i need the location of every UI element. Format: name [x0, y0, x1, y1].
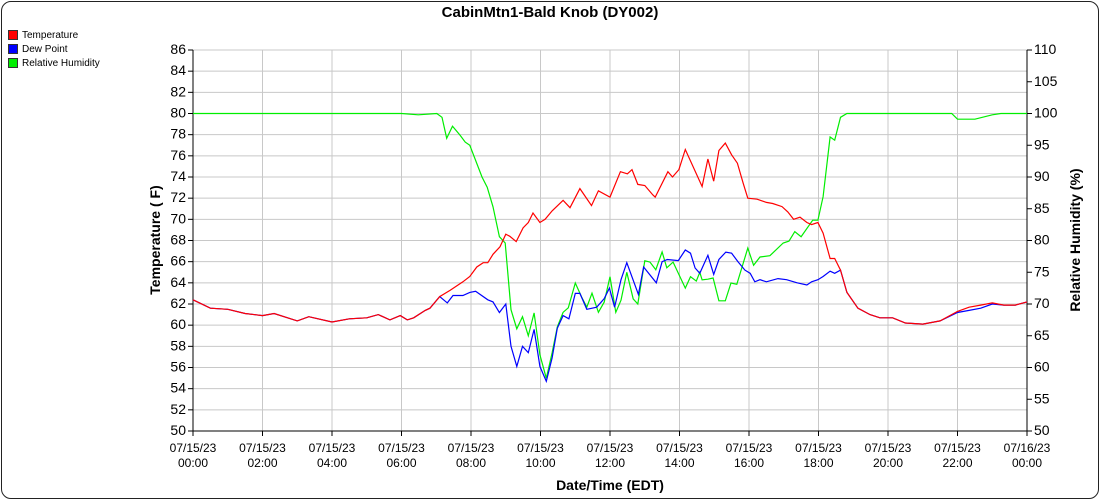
x-tick-label-time: 04:00 — [317, 456, 347, 470]
y-tick-label: 58 — [170, 337, 186, 353]
y2-tick-label: 105 — [1034, 73, 1058, 89]
x-tick-label-date: 07/15/23 — [448, 441, 495, 455]
y2-tick-label: 90 — [1034, 168, 1050, 184]
y-tick-label: 52 — [170, 401, 186, 417]
x-tick-label-time: 12:00 — [595, 456, 625, 470]
y2-tick-label: 100 — [1034, 105, 1058, 121]
y2-tick-label: 55 — [1034, 390, 1050, 406]
y2-axis-label: Relative Humidity (%) — [1067, 168, 1083, 311]
series-line-relative-humidity — [193, 112, 1027, 379]
legend-item-relative-humidity[interactable]: Relative Humidity — [8, 56, 100, 70]
y-tick-label: 60 — [170, 316, 186, 332]
x-tick-label-time: 14:00 — [664, 456, 694, 470]
series-line-temperature — [192, 142, 1028, 325]
y-tick-label: 82 — [170, 83, 186, 99]
x-tick-label-time: 22:00 — [942, 456, 972, 470]
y-tick-label: 50 — [170, 422, 186, 438]
legend-item-temperature[interactable]: Temperature — [8, 28, 100, 42]
x-tick-label-date: 07/15/23 — [309, 441, 356, 455]
x-axis-label: Date/Time (EDT) — [556, 477, 664, 493]
y2-tick-label: 85 — [1034, 200, 1050, 216]
y-tick-label: 64 — [170, 274, 186, 290]
x-tick-label-date: 07/16/23 — [1004, 441, 1051, 455]
x-tick-label-date: 07/15/23 — [587, 441, 634, 455]
legend-item-dew-point[interactable]: Dew Point — [8, 42, 100, 56]
y2-tick-label: 65 — [1034, 327, 1050, 343]
y-tick-label: 80 — [170, 105, 186, 121]
legend-swatch-temperature — [8, 30, 18, 40]
x-tick-label-date: 07/15/23 — [656, 441, 703, 455]
x-tick-label-date: 07/15/23 — [239, 441, 286, 455]
y2-tick-label: 80 — [1034, 232, 1050, 248]
legend-label: Temperature — [22, 29, 79, 41]
legend-swatch-dew-point — [8, 44, 18, 54]
y-tick-label: 78 — [170, 126, 186, 142]
legend-label: Relative Humidity — [22, 57, 100, 69]
y2-tick-label: 70 — [1034, 295, 1050, 311]
legend-label: Dew Point — [22, 43, 68, 55]
y-tick-label: 74 — [170, 168, 186, 184]
x-tick-label-time: 00:00 — [1012, 456, 1042, 470]
x-tick-label-time: 18:00 — [803, 456, 833, 470]
y-tick-label: 54 — [170, 380, 186, 396]
legend: Temperature Dew Point Relative Humidity — [8, 28, 100, 70]
chart-title: CabinMtn1-Bald Knob (DY002) — [441, 4, 659, 21]
x-tick-label-time: 06:00 — [386, 456, 416, 470]
y-tick-label: 76 — [170, 147, 186, 163]
y-tick-label: 72 — [170, 189, 186, 205]
y-tick-label: 68 — [170, 232, 186, 248]
x-tick-label-date: 07/15/23 — [934, 441, 981, 455]
x-tick-label-date: 07/15/23 — [726, 441, 773, 455]
y-tick-label: 66 — [170, 253, 186, 269]
x-tick-label-date: 07/15/23 — [170, 441, 217, 455]
x-tick-label-time: 16:00 — [734, 456, 764, 470]
y-tick-label: 70 — [170, 210, 186, 226]
x-tick-label-date: 07/15/23 — [795, 441, 842, 455]
x-tick-label-time: 00:00 — [178, 456, 208, 470]
x-tick-label-date: 07/15/23 — [378, 441, 425, 455]
y-tick-label: 84 — [170, 62, 186, 78]
y-tick-label: 62 — [170, 295, 186, 311]
legend-swatch-relative-humidity — [8, 58, 18, 68]
x-tick-label-date: 07/15/23 — [865, 441, 912, 455]
y2-tick-label: 60 — [1034, 359, 1050, 375]
x-tick-label-time: 10:00 — [525, 456, 555, 470]
y-tick-label: 86 — [170, 41, 186, 57]
x-tick-label-time: 02:00 — [247, 456, 277, 470]
y-axis-label: Temperature ( F) — [147, 185, 163, 294]
x-tick-label-time: 20:00 — [873, 456, 903, 470]
y-tick-label: 56 — [170, 359, 186, 375]
x-tick-label-time: 08:00 — [456, 456, 486, 470]
y2-tick-label: 50 — [1034, 422, 1050, 438]
y2-tick-label: 110 — [1034, 41, 1057, 57]
x-tick-label-date: 07/15/23 — [517, 441, 564, 455]
y2-tick-label: 95 — [1034, 136, 1050, 152]
y2-tick-label: 75 — [1034, 263, 1050, 279]
